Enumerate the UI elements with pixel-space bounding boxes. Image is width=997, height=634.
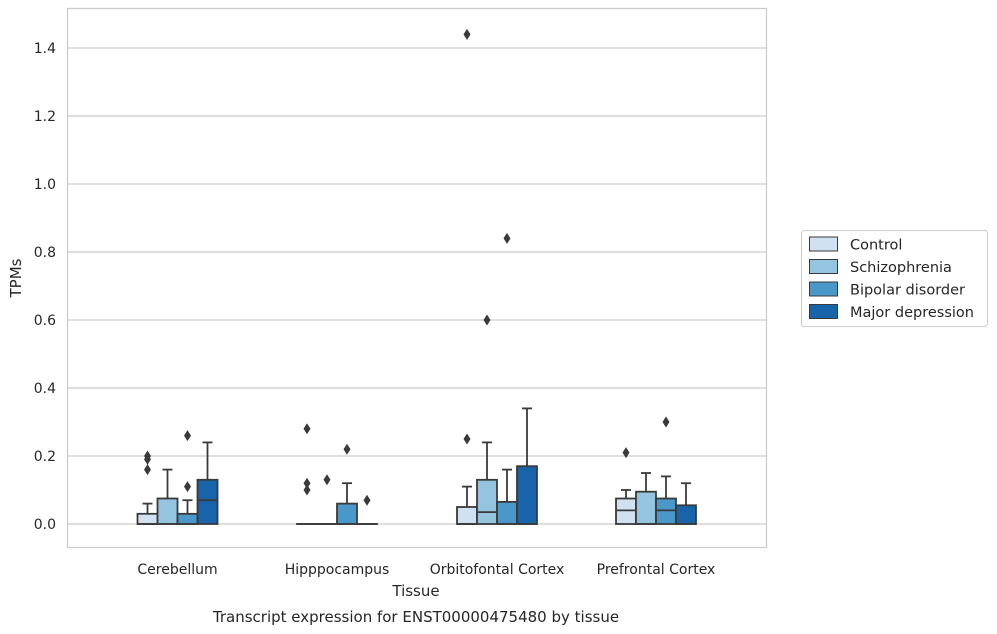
y-tick-label: 1.4 [34, 41, 56, 57]
chart-caption: Transcript expression for ENST0000047548… [212, 608, 619, 626]
box-group [456, 28, 538, 525]
box [516, 465, 538, 525]
outlier-point [144, 464, 151, 476]
y-tick-labels: 0.0 0.2 0.4 0.6 0.8 1.0 1.2 1.4 [34, 41, 56, 533]
x-tick-label: Orbitofontal Cortex [430, 562, 565, 578]
outlier-point [363, 494, 371, 506]
y-tick-label: 0.8 [34, 245, 56, 261]
box [336, 502, 358, 525]
outlier-point [483, 314, 491, 326]
box-group [615, 416, 697, 525]
legend-swatch [809, 236, 838, 252]
x-tick-label: Cerebellum [137, 562, 217, 578]
outlier-point [463, 28, 471, 40]
outlier-point [323, 474, 331, 486]
outlier-point [303, 484, 311, 496]
box [635, 490, 657, 525]
legend-label: Bipolar disorder [850, 283, 965, 299]
x-tick-label: Prefrontal Cortex [597, 562, 716, 578]
y-tick-label: 1.0 [34, 177, 56, 193]
box [456, 506, 478, 525]
y-tick-label: 0.0 [34, 517, 56, 533]
outlier-point [303, 477, 311, 489]
box-group [136, 430, 219, 525]
legend-label: Major depression [850, 305, 974, 321]
box [496, 500, 518, 525]
box [156, 497, 179, 525]
legend-label: Schizophrenia [850, 260, 952, 276]
outlier-point [303, 423, 311, 435]
box [196, 478, 219, 525]
y-axis-title: TPMs [7, 258, 25, 298]
outlier-point [184, 430, 191, 442]
x-axis-title: Tissue [391, 582, 439, 600]
outlier-point [503, 232, 511, 244]
legend-swatch [809, 281, 838, 297]
legend-label: Control [850, 238, 902, 254]
plot-area-frame [66, 7, 768, 549]
y-gridlines [67, 47, 767, 525]
box [176, 512, 199, 525]
legend: Control Schizophrenia Bipolar disorder Majo… [801, 230, 988, 327]
legend-frame [801, 230, 988, 327]
y-tick-label: 0.6 [34, 313, 56, 329]
outlier-point [144, 453, 151, 465]
x-tick-label: Hipppocampus [285, 562, 390, 578]
y-tick-label: 1.2 [34, 109, 56, 125]
box [476, 478, 498, 525]
box-groups [136, 28, 697, 525]
x-tick-labels: Cerebellum Hipppocampus Orbitofontal Corte… [137, 562, 715, 578]
outlier-point [622, 447, 630, 459]
outlier-point [184, 481, 191, 493]
outlier-point [343, 443, 351, 455]
outlier-point [463, 433, 471, 445]
legend-swatch [809, 304, 838, 319]
box-group [296, 423, 378, 525]
y-tick-label: 0.2 [34, 449, 56, 465]
box [136, 512, 159, 525]
outlier-point [662, 416, 670, 428]
box [675, 504, 697, 525]
legend-swatch [809, 259, 838, 274]
y-tick-label: 0.4 [34, 381, 56, 397]
